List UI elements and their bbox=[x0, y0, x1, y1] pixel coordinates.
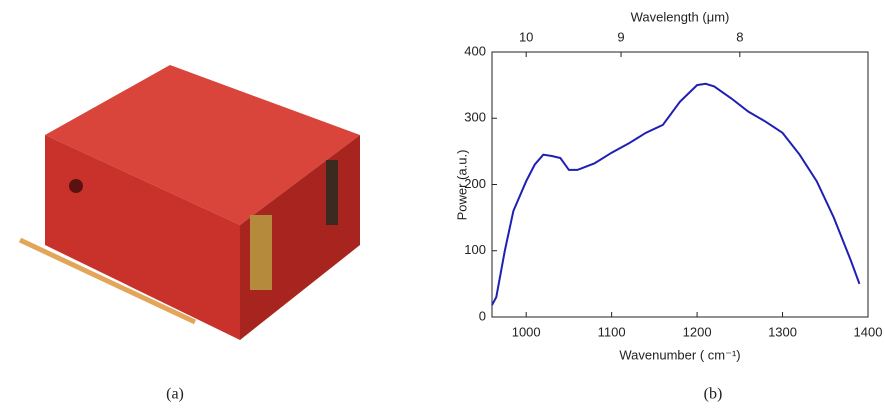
x-tick-label: 1400 bbox=[854, 324, 883, 339]
x2-tick-label: 9 bbox=[617, 29, 624, 44]
caption: (a) bbox=[166, 386, 184, 403]
caption: (b) bbox=[704, 386, 723, 403]
y-tick-label: 0 bbox=[479, 308, 486, 323]
x2-tick-label: 8 bbox=[736, 29, 743, 44]
y-axis-label: Power (a.u.) bbox=[454, 150, 469, 221]
y-tick-label: 200 bbox=[464, 176, 486, 191]
device-photo bbox=[18, 65, 360, 340]
x-tick-label: 1000 bbox=[512, 324, 541, 339]
y-tick-label: 400 bbox=[464, 43, 486, 58]
x-axis-label: Wavenumber ( cm⁻¹) bbox=[619, 347, 740, 362]
data-line bbox=[491, 82, 861, 306]
x-tick-label: 1200 bbox=[683, 324, 712, 339]
plot-frame bbox=[491, 51, 869, 318]
y-tick-label: 100 bbox=[464, 242, 486, 257]
x2-tick-label: 10 bbox=[519, 29, 533, 44]
y-tick-label: 300 bbox=[464, 110, 486, 125]
x-tick-label: 1300 bbox=[768, 324, 797, 339]
x-tick-label: 1100 bbox=[598, 324, 626, 339]
x2-axis-label: Wavelength (μm) bbox=[631, 9, 730, 24]
